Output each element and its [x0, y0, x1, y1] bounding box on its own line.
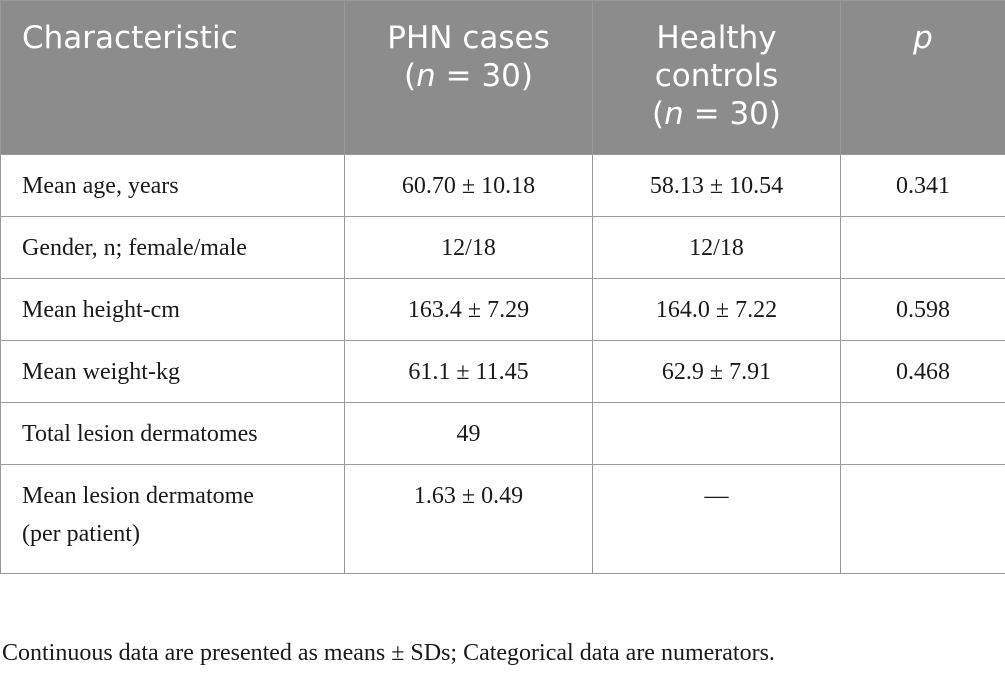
table-row: Mean weight-kg 61.1 ± 11.45 62.9 ± 7.91 …	[0, 340, 1005, 403]
cell-p	[840, 464, 1005, 574]
cell-healthy: 164.0 ± 7.22	[592, 278, 841, 341]
cell-phn: 49	[344, 402, 593, 465]
cell-healthy: —	[592, 464, 841, 574]
header-p-value: p	[840, 0, 1005, 155]
header-healthy-line2: controls	[654, 58, 779, 94]
table-footnote: Continuous data are presented as means ±…	[2, 640, 775, 666]
header-healthy-line1: Healthy	[656, 20, 777, 56]
cell-characteristic: Mean weight-kg	[0, 340, 345, 403]
cell-phn: 12/18	[344, 216, 593, 279]
header-phn-count: = 30)	[435, 58, 533, 94]
cell-characteristic: Gender, n; female/male	[0, 216, 345, 279]
header-healthy-paren: (	[652, 96, 665, 132]
header-phn-line1: PHN cases	[387, 20, 550, 56]
cell-healthy: 58.13 ± 10.54	[592, 154, 841, 217]
table-row: Mean age, years 60.70 ± 10.18 58.13 ± 10…	[0, 154, 1005, 217]
header-phn-cases: PHN cases (n = 30)	[344, 0, 593, 155]
header-healthy-line3: (n = 30)	[593, 95, 840, 133]
cell-p: 0.598	[840, 278, 1005, 341]
header-characteristic-label: Characteristic	[22, 20, 238, 56]
header-row: Characteristic PHN cases (n = 30) Health…	[0, 0, 1005, 155]
cell-phn: 61.1 ± 11.45	[344, 340, 593, 403]
cell-p	[840, 402, 1005, 465]
header-healthy-count: = 30)	[683, 96, 781, 132]
cell-characteristic-line1: Mean lesion dermatome	[22, 483, 254, 509]
cell-p: 0.341	[840, 154, 1005, 217]
cell-healthy	[592, 402, 841, 465]
header-characteristic: Characteristic	[0, 0, 345, 155]
cell-phn: 60.70 ± 10.18	[344, 154, 593, 217]
cell-healthy: 12/18	[592, 216, 841, 279]
cell-phn: 1.63 ± 0.49	[344, 464, 593, 574]
header-phn-n: n	[416, 58, 436, 94]
cell-characteristic: Total lesion dermatomes	[0, 402, 345, 465]
header-phn-line2: (n = 30)	[345, 57, 592, 95]
table-row: Gender, n; female/male 12/18 12/18	[0, 216, 1005, 279]
header-p-label: p	[913, 20, 933, 56]
header-healthy-n: n	[664, 96, 684, 132]
cell-characteristic: Mean lesion dermatome (per patient)	[0, 464, 345, 574]
characteristics-table: Characteristic PHN cases (n = 30) Health…	[0, 0, 1005, 574]
cell-phn: 163.4 ± 7.29	[344, 278, 593, 341]
header-healthy-controls: Healthy controls (n = 30)	[592, 0, 841, 155]
cell-healthy: 62.9 ± 7.91	[592, 340, 841, 403]
header-phn-paren: (	[404, 58, 417, 94]
cell-characteristic: Mean age, years	[0, 154, 345, 217]
table-row: Mean height-cm 163.4 ± 7.29 164.0 ± 7.22…	[0, 278, 1005, 341]
table-row: Mean lesion dermatome (per patient) 1.63…	[0, 464, 1005, 574]
cell-characteristic: Mean height-cm	[0, 278, 345, 341]
table-row: Total lesion dermatomes 49	[0, 402, 1005, 465]
cell-p	[840, 216, 1005, 279]
cell-characteristic-line2: (per patient)	[22, 521, 140, 547]
cell-p: 0.468	[840, 340, 1005, 403]
